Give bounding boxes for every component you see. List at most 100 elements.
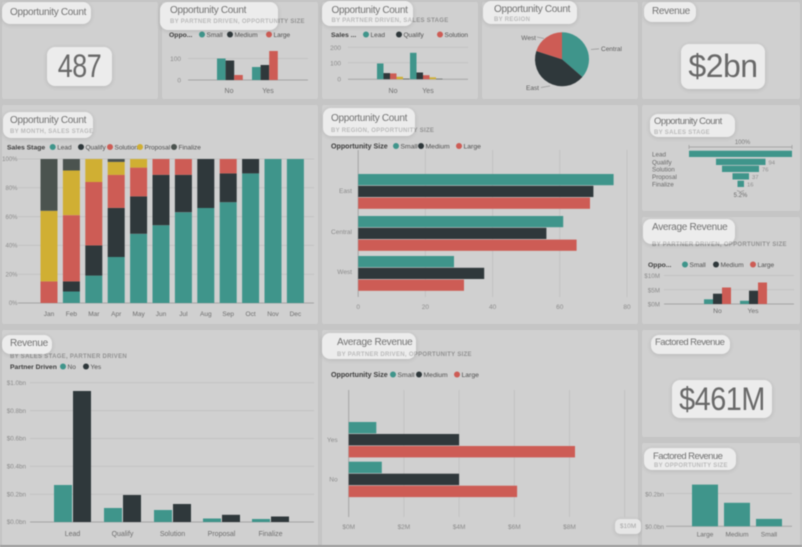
svg-text:Large: Large — [462, 372, 480, 379]
svg-text:Opportunity Size: Opportunity Size — [331, 143, 388, 151]
svg-text:$2M: $2M — [398, 524, 411, 531]
svg-text:Small: Small — [761, 532, 778, 539]
svg-text:No: No — [389, 88, 398, 95]
svg-text:Small: Small — [398, 372, 415, 379]
svg-text:94: 94 — [769, 161, 776, 167]
svg-text:Finalize: Finalize — [258, 531, 282, 538]
svg-text:$1.0bn: $1.0bn — [7, 380, 27, 387]
svg-text:Sales ...: Sales ... — [331, 32, 356, 39]
svg-text:$0.2bn: $0.2bn — [645, 491, 664, 498]
svg-text:60: 60 — [556, 304, 564, 311]
svg-text:Medium: Medium — [725, 532, 748, 539]
svg-text:Central: Central — [601, 46, 623, 53]
svg-text:0: 0 — [177, 78, 181, 85]
svg-text:Yes: Yes — [747, 308, 759, 315]
svg-text:$8M: $8M — [563, 524, 576, 531]
svg-text:Opportunity Size: Opportunity Size — [331, 371, 388, 379]
svg-text:Solution: Solution — [445, 32, 469, 39]
svg-text:76: 76 — [762, 168, 768, 174]
svg-text:Medium: Medium — [235, 32, 258, 39]
svg-text:60%: 60% — [5, 215, 18, 221]
svg-text:Proposal: Proposal — [208, 531, 236, 538]
svg-text:$0.2bn: $0.2bn — [7, 491, 27, 498]
svg-text:Apr: Apr — [111, 311, 122, 318]
svg-text:Small: Small — [690, 262, 707, 269]
svg-text:40: 40 — [489, 304, 497, 311]
svg-text:$0M: $0M — [342, 524, 355, 531]
svg-text:Medium: Medium — [721, 262, 744, 269]
svg-text:Large: Large — [758, 262, 775, 269]
svg-text:Jul: Jul — [179, 311, 188, 318]
svg-text:16: 16 — [747, 183, 753, 189]
svg-text:Medium: Medium — [426, 144, 451, 151]
svg-text:40%: 40% — [5, 244, 18, 250]
svg-text:$0.0bn: $0.0bn — [7, 519, 27, 526]
svg-text:$0.8bn: $0.8bn — [7, 408, 27, 415]
svg-text:$5M: $5M — [648, 287, 660, 294]
svg-text:West: West — [521, 35, 536, 42]
svg-text:0: 0 — [337, 77, 341, 84]
svg-text:Oct: Oct — [246, 311, 256, 318]
svg-text:Nov: Nov — [267, 311, 279, 318]
svg-text:Lead: Lead — [57, 145, 72, 152]
svg-text:East: East — [339, 188, 352, 195]
svg-text:Solution: Solution — [160, 531, 185, 538]
svg-text:Medium: Medium — [424, 372, 449, 379]
svg-text:Dec: Dec — [290, 311, 302, 318]
svg-text:Jan: Jan — [44, 311, 55, 318]
svg-text:Finalize: Finalize — [652, 182, 674, 189]
svg-text:Aug: Aug — [200, 311, 212, 318]
svg-text:$0.4bn: $0.4bn — [7, 464, 27, 471]
svg-text:Sep: Sep — [222, 311, 234, 318]
svg-text:Qualify: Qualify — [86, 145, 107, 152]
svg-text:Large: Large — [464, 144, 482, 151]
svg-text:No: No — [68, 364, 77, 371]
svg-text:0: 0 — [356, 304, 360, 311]
svg-text:Central: Central — [331, 229, 353, 236]
svg-text:Qualify: Qualify — [652, 160, 672, 167]
svg-text:Yes: Yes — [91, 364, 102, 371]
svg-text:Lead: Lead — [652, 152, 667, 159]
svg-text:Proposal: Proposal — [145, 145, 171, 152]
svg-text:100: 100 — [330, 60, 341, 67]
svg-text:Solution: Solution — [652, 167, 675, 174]
svg-text:East: East — [526, 85, 539, 92]
svg-text:Qualify: Qualify — [404, 32, 425, 39]
svg-text:Feb: Feb — [66, 311, 78, 318]
svg-text:20: 20 — [422, 304, 430, 311]
svg-text:West: West — [337, 269, 352, 276]
svg-text:100%: 100% — [735, 140, 751, 146]
svg-text:Yes: Yes — [262, 88, 274, 95]
svg-text:Small: Small — [401, 144, 418, 151]
svg-text:Mar: Mar — [88, 311, 100, 318]
svg-text:$0M: $0M — [648, 302, 660, 309]
svg-text:Lead: Lead — [65, 531, 81, 538]
svg-text:Large: Large — [274, 32, 291, 39]
svg-text:Finalize: Finalize — [179, 145, 202, 152]
svg-text:80: 80 — [623, 304, 631, 311]
svg-text:Oppo...: Oppo... — [169, 32, 193, 39]
svg-text:$6M: $6M — [508, 524, 521, 531]
svg-text:$10M: $10M — [644, 273, 660, 280]
svg-text:May: May — [132, 311, 145, 318]
svg-text:Jun: Jun — [156, 311, 167, 318]
svg-text:100: 100 — [170, 56, 181, 63]
svg-text:5.2%: 5.2% — [734, 193, 748, 199]
svg-text:No: No — [329, 477, 338, 484]
svg-text:Partner Driven: Partner Driven — [10, 364, 57, 371]
svg-text:No: No — [225, 88, 234, 95]
svg-text:37: 37 — [752, 175, 758, 181]
svg-text:Large: Large — [697, 532, 714, 539]
svg-text:0%: 0% — [9, 301, 18, 307]
svg-text:$0.6bn: $0.6bn — [7, 436, 27, 443]
svg-text:Qualify: Qualify — [112, 531, 134, 538]
svg-text:200: 200 — [330, 45, 341, 52]
svg-text:80%: 80% — [5, 186, 18, 192]
svg-text:Solution: Solution — [115, 145, 139, 152]
svg-text:100%: 100% — [2, 157, 18, 163]
svg-text:Proposal: Proposal — [652, 174, 677, 181]
svg-text:Sales Stage: Sales Stage — [7, 145, 45, 152]
svg-text:Lead: Lead — [371, 32, 386, 39]
svg-text:Small: Small — [207, 32, 224, 39]
svg-text:20%: 20% — [5, 272, 18, 278]
